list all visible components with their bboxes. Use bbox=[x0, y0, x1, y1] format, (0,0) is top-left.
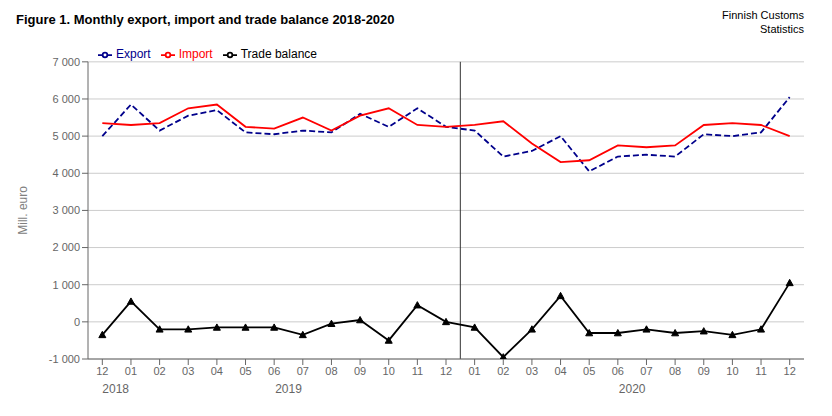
svg-text:07: 07 bbox=[640, 365, 652, 377]
svg-text:04: 04 bbox=[554, 365, 566, 377]
html-text:Trade balance: Trade balance bbox=[240, 47, 317, 61]
svg-text:2018: 2018 bbox=[102, 382, 129, 396]
svg-text:10: 10 bbox=[726, 365, 738, 377]
html-text:Export: Export bbox=[116, 47, 151, 61]
svg-text:01: 01 bbox=[469, 365, 481, 377]
svg-text:08: 08 bbox=[325, 365, 337, 377]
svg-text:4 000: 4 000 bbox=[52, 167, 80, 179]
svg-text:07: 07 bbox=[297, 365, 309, 377]
svg-text:1 000: 1 000 bbox=[52, 279, 80, 291]
svg-text:2 000: 2 000 bbox=[52, 241, 80, 253]
svg-text:10: 10 bbox=[383, 365, 395, 377]
svg-text:2019: 2019 bbox=[275, 382, 302, 396]
svg-text:03: 03 bbox=[526, 365, 538, 377]
svg-text:01: 01 bbox=[125, 365, 137, 377]
svg-text:5 000: 5 000 bbox=[52, 130, 80, 142]
html-text:Finnish Customs: Finnish Customs bbox=[722, 9, 804, 21]
html-text:Figure 1. Monthly export, impo: Figure 1. Monthly export, import and tra… bbox=[16, 12, 395, 27]
svg-text:12: 12 bbox=[784, 365, 796, 377]
svg-text:6 000: 6 000 bbox=[52, 93, 80, 105]
svg-text:7 000: 7 000 bbox=[52, 56, 80, 68]
svg-text:11: 11 bbox=[412, 365, 423, 377]
svg-text:02: 02 bbox=[497, 365, 509, 377]
svg-text:12: 12 bbox=[440, 365, 452, 377]
svg-text:08: 08 bbox=[669, 365, 681, 377]
svg-text:11: 11 bbox=[755, 365, 766, 377]
svg-text:05: 05 bbox=[239, 365, 251, 377]
svg-text:Mill. euro: Mill. euro bbox=[16, 186, 30, 235]
svg-text:02: 02 bbox=[153, 365, 165, 377]
svg-text:03: 03 bbox=[182, 365, 194, 377]
svg-text:05: 05 bbox=[583, 365, 595, 377]
svg-text:06: 06 bbox=[268, 365, 280, 377]
svg-text:12: 12 bbox=[96, 365, 108, 377]
svg-text:0: 0 bbox=[74, 316, 80, 328]
svg-text:2020: 2020 bbox=[619, 382, 646, 396]
svg-text:-1 000: -1 000 bbox=[49, 353, 80, 365]
svg-text:06: 06 bbox=[612, 365, 624, 377]
svg-text:09: 09 bbox=[354, 365, 366, 377]
html-text:Import: Import bbox=[178, 47, 213, 61]
svg-text:3 000: 3 000 bbox=[52, 204, 80, 216]
svg-text:09: 09 bbox=[698, 365, 710, 377]
html-text:Statistics: Statistics bbox=[760, 23, 804, 35]
svg-text:04: 04 bbox=[211, 365, 223, 377]
